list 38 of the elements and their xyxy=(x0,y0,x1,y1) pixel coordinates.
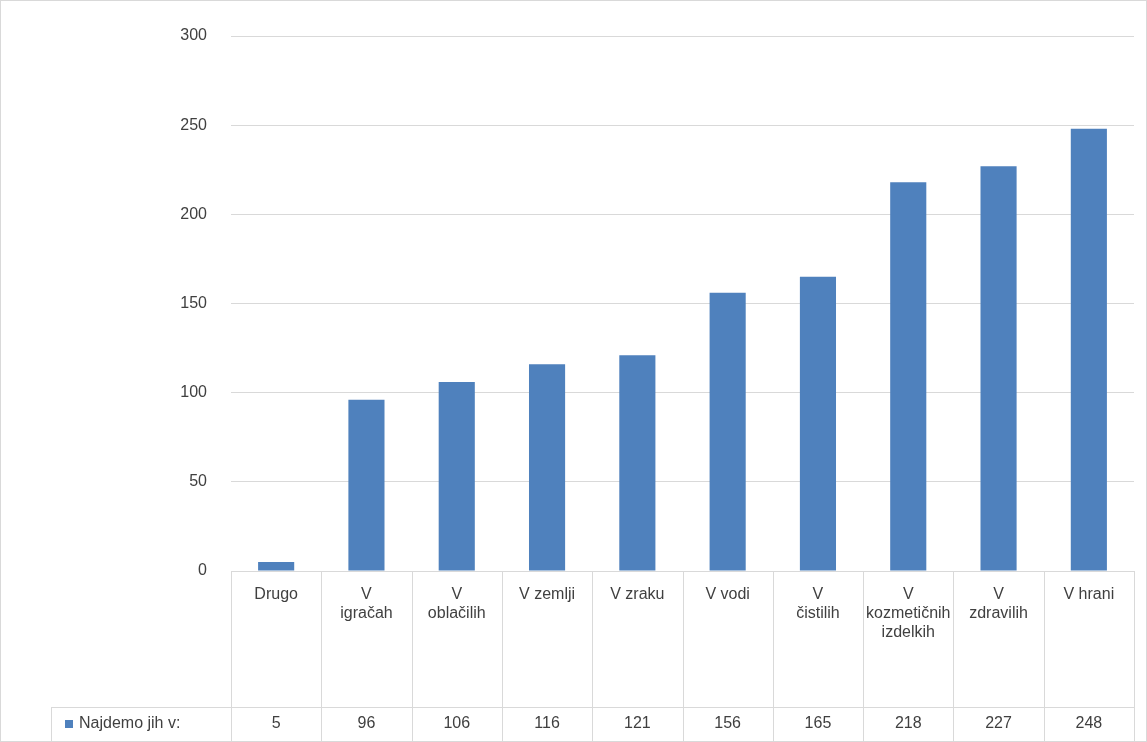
y-tick-label: 150 xyxy=(180,293,208,311)
bar xyxy=(709,292,746,571)
y-tick-label: 200 xyxy=(180,204,208,222)
data-label: 165 xyxy=(804,714,832,732)
data-label: 227 xyxy=(985,714,1012,732)
y-tick-label: 100 xyxy=(180,383,208,401)
y-tick-label: 0 xyxy=(198,561,208,579)
x-tick-label: V čistilih xyxy=(796,585,840,622)
x-tick-label: Drugo xyxy=(254,585,299,603)
x-tick-label: V kozmetičnih izdelkih xyxy=(866,585,951,641)
y-tick-label: 250 xyxy=(180,115,208,133)
bar xyxy=(528,364,566,571)
x-tick-label: V hrani xyxy=(1063,585,1115,603)
data-label: 156 xyxy=(714,714,742,732)
data-label: 218 xyxy=(894,714,922,732)
bar xyxy=(258,562,295,571)
data-label: 5 xyxy=(271,714,281,732)
bar xyxy=(348,399,385,571)
data-label: 116 xyxy=(534,714,560,732)
data-label: 106 xyxy=(443,714,471,732)
x-tick-label: V zemlji xyxy=(519,585,576,603)
bar xyxy=(1070,128,1107,571)
y-tick-label: 300 xyxy=(180,26,208,44)
data-label: 96 xyxy=(357,714,376,732)
x-tick-label: V zraku xyxy=(610,585,665,603)
bar xyxy=(438,381,475,571)
x-tick-label: V zdravilih xyxy=(969,585,1028,622)
y-tick-label: 50 xyxy=(189,472,208,490)
data-label: 121 xyxy=(624,714,651,732)
legend-label: Najdemo jih v: xyxy=(79,714,181,732)
bar xyxy=(619,355,656,571)
bar xyxy=(799,276,837,571)
bar xyxy=(890,182,927,571)
x-tick-label: V vodi xyxy=(705,585,750,603)
bar xyxy=(980,166,1017,571)
x-tick-label: V oblačilih xyxy=(427,585,486,622)
x-tick-label: V igračah xyxy=(340,585,393,622)
data-label: 248 xyxy=(1075,714,1103,732)
